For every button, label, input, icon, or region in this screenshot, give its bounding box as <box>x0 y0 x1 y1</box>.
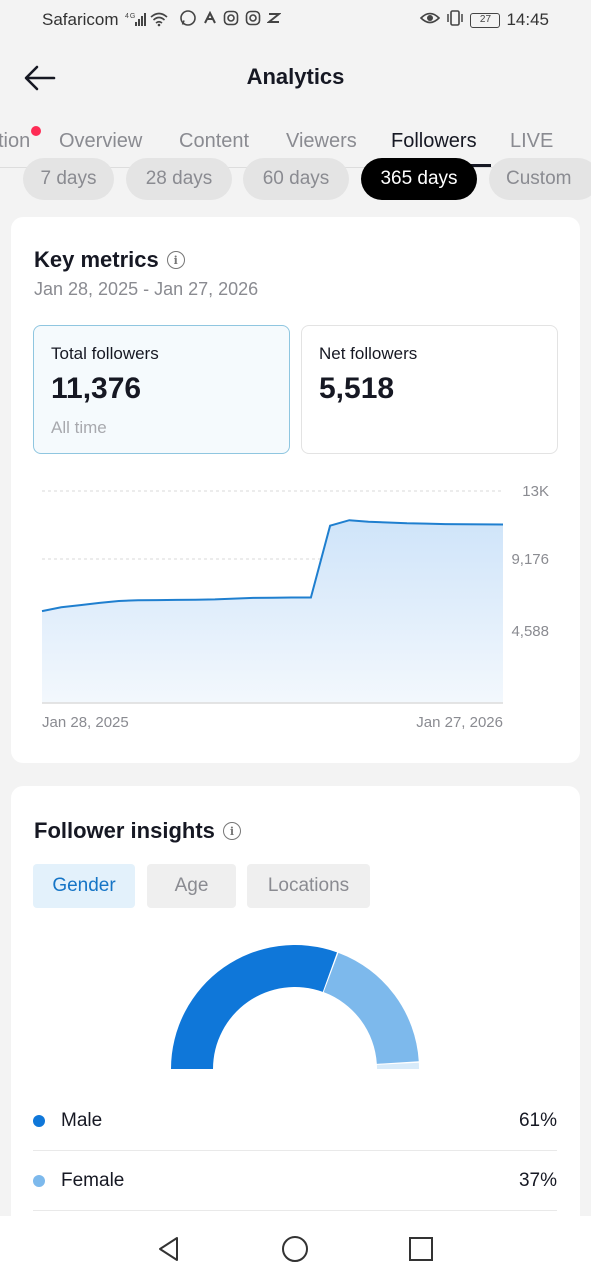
range-chips: 7 days 28 days 60 days 365 days Custom <box>0 158 591 202</box>
x-tick-end: Jan 27, 2026 <box>416 714 503 731</box>
carrier-name: Safaricom <box>42 10 119 29</box>
gender-donut-chart <box>171 945 419 1069</box>
total-followers-label: Total followers <box>51 344 159 363</box>
battery-icon: 27 <box>470 12 501 28</box>
y-tick-label: 13K <box>522 483 549 500</box>
arrow-left-icon <box>24 65 56 91</box>
eye-icon <box>420 10 441 30</box>
app-header: Analytics <box>0 50 591 104</box>
key-metrics-card: Key metrics i Jan 28, 2025 - Jan 27, 202… <box>11 217 580 763</box>
donut-slice-other <box>376 1062 419 1069</box>
back-button[interactable] <box>20 58 60 98</box>
whatsapp-icon <box>179 9 197 32</box>
chart-line <box>41 519 504 613</box>
tab-content[interactable]: Content <box>179 130 250 152</box>
recents-square-icon <box>409 1237 433 1261</box>
total-followers-sub: All time <box>51 418 107 437</box>
chip-365-days[interactable]: 365 days <box>361 158 477 200</box>
status-left: Safaricom 4G <box>42 9 282 32</box>
legend-value-female: 37% <box>518 1169 557 1191</box>
legend-label-male: Male <box>61 1109 103 1131</box>
net-followers-box[interactable]: Net followers 5,518 <box>301 325 558 454</box>
notification-dot <box>31 126 41 136</box>
x-tick-start: Jan 28, 2025 <box>42 714 129 731</box>
tab-gender[interactable]: Gender <box>33 864 135 908</box>
legend-dot-male <box>33 1114 45 1127</box>
legend-label-female: Female <box>61 1169 125 1191</box>
nav-recents-button[interactable] <box>404 1232 438 1266</box>
nav-back-button[interactable] <box>152 1232 186 1266</box>
tab-overview[interactable]: Overview <box>59 130 143 152</box>
tab-locations[interactable]: Locations <box>247 864 370 908</box>
key-metrics-title: Key metrics i <box>34 247 185 273</box>
y-tick-label: 4,588 <box>511 623 549 640</box>
tab-viewers[interactable]: Viewers <box>286 130 357 152</box>
chip-7-days[interactable]: 7 days <box>23 158 114 200</box>
info-icon[interactable]: i <box>222 822 241 840</box>
instagram-icon <box>223 10 239 31</box>
total-followers-value: 11,376 <box>51 372 142 405</box>
followers-chart: 13K 9,176 4,588 Jan 28, 2025 Jan 27, 2026 <box>41 483 549 731</box>
net-followers-label: Net followers <box>319 344 418 363</box>
analytics-tabs: tion Overview Content Viewers Followers … <box>0 118 591 168</box>
total-followers-box[interactable]: Total followers 11,376 All time <box>33 325 290 454</box>
legend-dot-female <box>33 1174 45 1187</box>
tab-age[interactable]: Age <box>147 864 236 908</box>
follower-insights-card: Follower insights i Gender Age Locations… <box>11 786 580 1266</box>
svg-text:4G: 4G <box>125 13 136 20</box>
nav-home-button[interactable] <box>278 1232 312 1266</box>
key-metrics-title-text: Key metrics <box>34 247 159 272</box>
chip-60-days[interactable]: 60 days <box>243 158 349 200</box>
net-followers-value: 5,518 <box>319 372 395 405</box>
chip-28-days[interactable]: 28 days <box>126 158 232 200</box>
status-right: 27 14:45 <box>420 9 549 31</box>
date-range: Jan 28, 2025 - Jan 27, 2026 <box>34 279 259 299</box>
info-icon[interactable]: i <box>166 251 185 269</box>
y-tick-label: 9,176 <box>511 551 549 568</box>
chip-custom[interactable]: Custom <box>489 158 591 200</box>
back-triangle-icon <box>159 1237 178 1261</box>
app-icon <box>203 10 217 30</box>
donut-slice-male <box>171 945 338 1069</box>
app-icon <box>265 10 282 30</box>
instagram-icon <box>245 10 261 31</box>
follower-insights-title-text: Follower insights <box>34 818 215 843</box>
signal-icon: 4G <box>125 11 173 30</box>
chart-area <box>42 520 503 703</box>
home-circle-icon <box>282 1236 308 1262</box>
legend-row-male: Male 61% <box>33 1091 557 1151</box>
system-navbar <box>0 1216 591 1280</box>
page-title: Analytics <box>246 64 345 89</box>
vibrate-icon <box>446 9 464 31</box>
legend-row-female: Female 37% <box>33 1151 557 1211</box>
legend-value-male: 61% <box>518 1109 557 1131</box>
tab-live[interactable]: LIVE <box>510 130 554 152</box>
clock: 14:45 <box>506 10 549 29</box>
tab-inspiration[interactable]: tion <box>0 130 31 152</box>
donut-slice-female <box>323 952 419 1064</box>
follower-insights-title: Follower insights i <box>34 818 241 844</box>
status-bar: Safaricom 4G <box>0 0 591 40</box>
